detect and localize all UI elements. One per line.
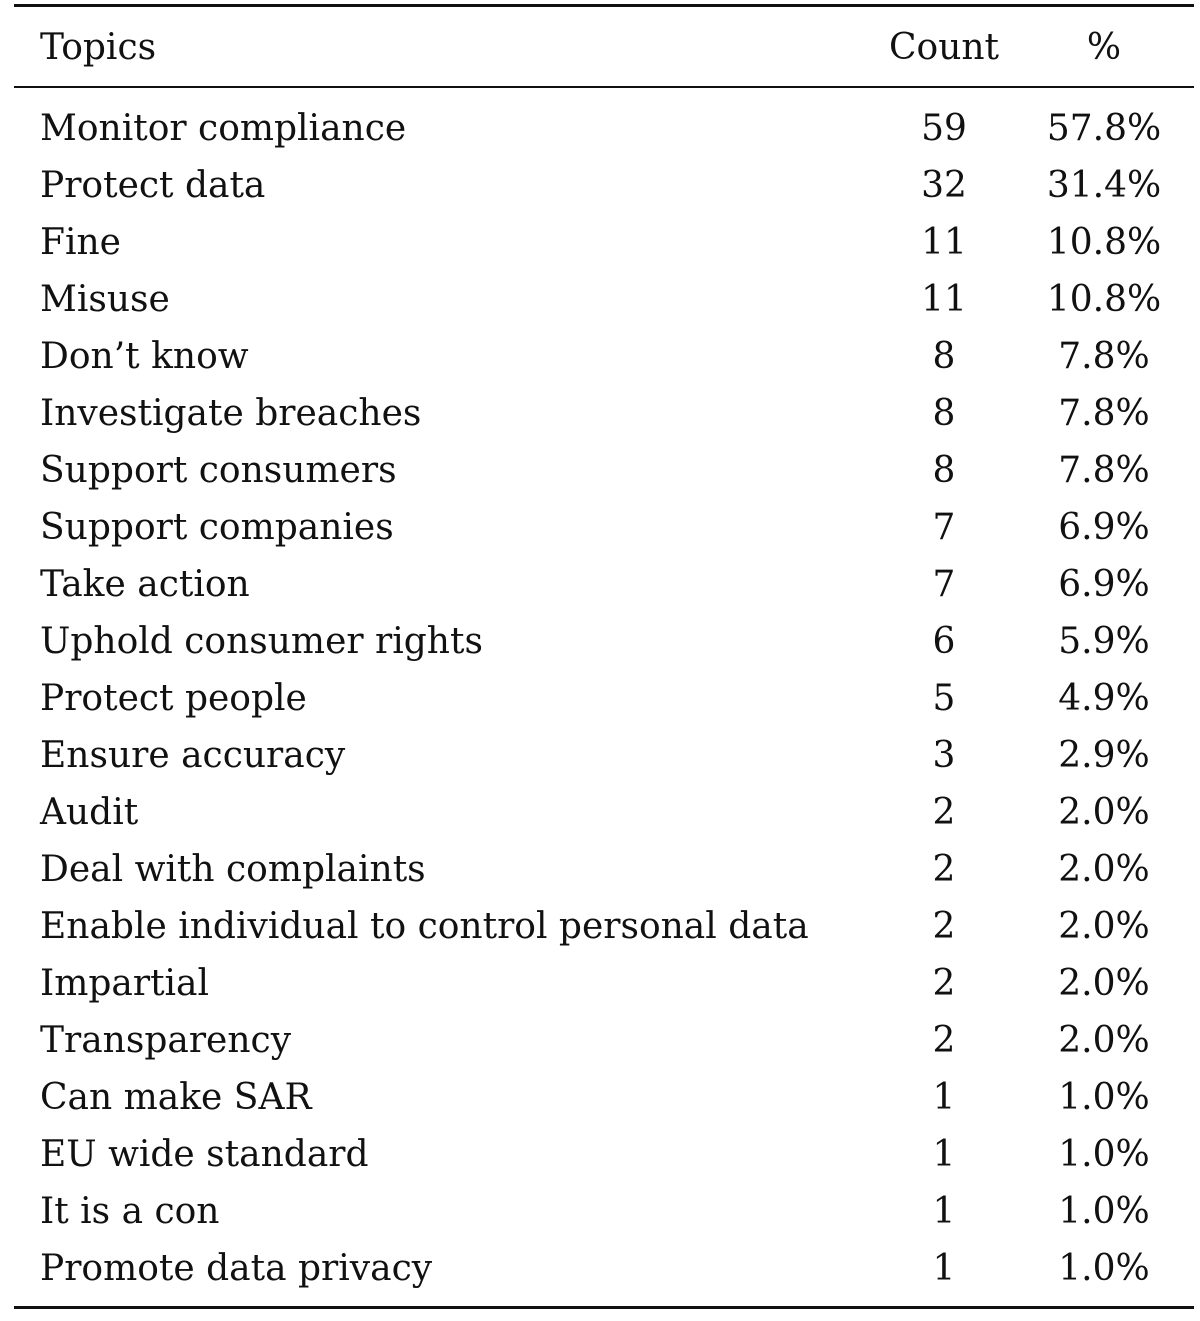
count-cell: 2 [932,792,956,833]
topic-cell: Monitor compliance [40,108,407,149]
table-body: Monitor compliance 59 57.8% Protect data 32 3… [14,100,1194,1297]
count-cell: 1 [932,1248,956,1289]
percent-cell: 2.0% [1058,1020,1150,1061]
count-cell: 7 [932,507,956,548]
topic-cell: Take action [40,564,250,605]
table-row: Support consumers 8 7.8% [14,442,1194,499]
topic-cell: Impartial [40,963,210,1004]
table-row: Transparency 2 2.0% [14,1012,1194,1069]
percent-cell: 2.0% [1058,963,1150,1004]
topic-cell: Don’t know [40,336,249,377]
topic-cell: Misuse [40,279,170,320]
table-row: Protect people 5 4.9% [14,670,1194,727]
count-cell: 8 [932,450,956,491]
percent-cell: 6.9% [1058,564,1150,605]
table-row: Ensure accuracy 3 2.9% [14,727,1194,784]
table-row: It is a con 1 1.0% [14,1183,1194,1240]
count-cell: 32 [921,165,967,206]
percent-cell: 1.0% [1058,1134,1150,1175]
table-row: Deal with complaints 2 2.0% [14,841,1194,898]
percent-cell: 10.8% [1046,222,1162,263]
topic-cell: It is a con [40,1191,220,1232]
table-row: Protect data 32 31.4% [14,157,1194,214]
count-cell: 5 [932,678,956,719]
percent-cell: 1.0% [1058,1191,1150,1232]
table-row: Don’t know 8 7.8% [14,328,1194,385]
topic-cell: Promote data privacy [40,1248,433,1289]
header-topics: Topics [40,26,157,68]
percent-cell: 7.8% [1058,336,1150,377]
table-row: Enable individual to control personal da… [14,898,1194,955]
percent-cell: 57.8% [1046,108,1162,149]
count-cell: 8 [932,393,956,434]
count-cell: 1 [932,1077,956,1118]
percent-cell: 2.0% [1058,792,1150,833]
count-cell: 11 [921,279,967,320]
percent-cell: 1.0% [1058,1248,1150,1289]
top-rule [14,4,1194,7]
topic-cell: Deal with complaints [40,849,426,890]
topic-cell: Transparency [40,1020,292,1061]
count-cell: 7 [932,564,956,605]
table-row: Impartial 2 2.0% [14,955,1194,1012]
percent-cell: 7.8% [1058,450,1150,491]
topic-cell: Investigate breaches [40,393,422,434]
topic-cell: Support consumers [40,450,397,491]
table-row: Can make SAR 1 1.0% [14,1069,1194,1126]
count-cell: 1 [932,1134,956,1175]
topic-cell: Enable individual to control personal da… [40,906,809,947]
count-cell: 11 [921,222,967,263]
header-row: Topics Count % [14,8,1194,86]
header-count: Count [888,26,1000,68]
count-cell: 2 [932,963,956,1004]
bottom-rule [14,1306,1194,1309]
count-cell: 1 [932,1191,956,1232]
header-percent: % [1086,26,1122,68]
topic-cell: Protect data [40,165,266,206]
topic-cell: Fine [40,222,121,263]
table-row: Audit 2 2.0% [14,784,1194,841]
count-cell: 2 [932,1020,956,1061]
percent-cell: 6.9% [1058,507,1150,548]
table-row: Monitor compliance 59 57.8% [14,100,1194,157]
table-row: EU wide standard 1 1.0% [14,1126,1194,1183]
topic-cell: Support companies [40,507,394,548]
percent-cell: 2.0% [1058,906,1150,947]
topic-cell: Can make SAR [40,1077,312,1118]
percent-cell: 10.8% [1046,279,1162,320]
percent-cell: 2.0% [1058,849,1150,890]
count-cell: 6 [932,621,956,662]
topic-cell: EU wide standard [40,1134,369,1175]
topic-cell: Ensure accuracy [40,735,346,776]
percent-cell: 1.0% [1058,1077,1150,1118]
count-cell: 59 [921,108,967,149]
percent-cell: 7.8% [1058,393,1150,434]
count-cell: 3 [932,735,956,776]
table-row: Promote data privacy 1 1.0% [14,1240,1194,1297]
topic-cell: Audit [40,792,139,833]
table-row: Investigate breaches 8 7.8% [14,385,1194,442]
count-cell: 2 [932,906,956,947]
count-cell: 8 [932,336,956,377]
percent-cell: 2.9% [1058,735,1150,776]
topic-cell: Protect people [40,678,307,719]
table-row: Take action 7 6.9% [14,556,1194,613]
percent-cell: 5.9% [1058,621,1150,662]
table-row: Fine 11 10.8% [14,214,1194,271]
header-rule [14,86,1194,88]
percent-cell: 31.4% [1046,165,1162,206]
count-cell: 2 [932,849,956,890]
table-row: Uphold consumer rights 6 5.9% [14,613,1194,670]
table-row: Support companies 7 6.9% [14,499,1194,556]
percent-cell: 4.9% [1058,678,1150,719]
table-header: Topics Count % [14,8,1194,86]
table-row: Misuse 11 10.8% [14,271,1194,328]
topic-cell: Uphold consumer rights [40,621,483,662]
